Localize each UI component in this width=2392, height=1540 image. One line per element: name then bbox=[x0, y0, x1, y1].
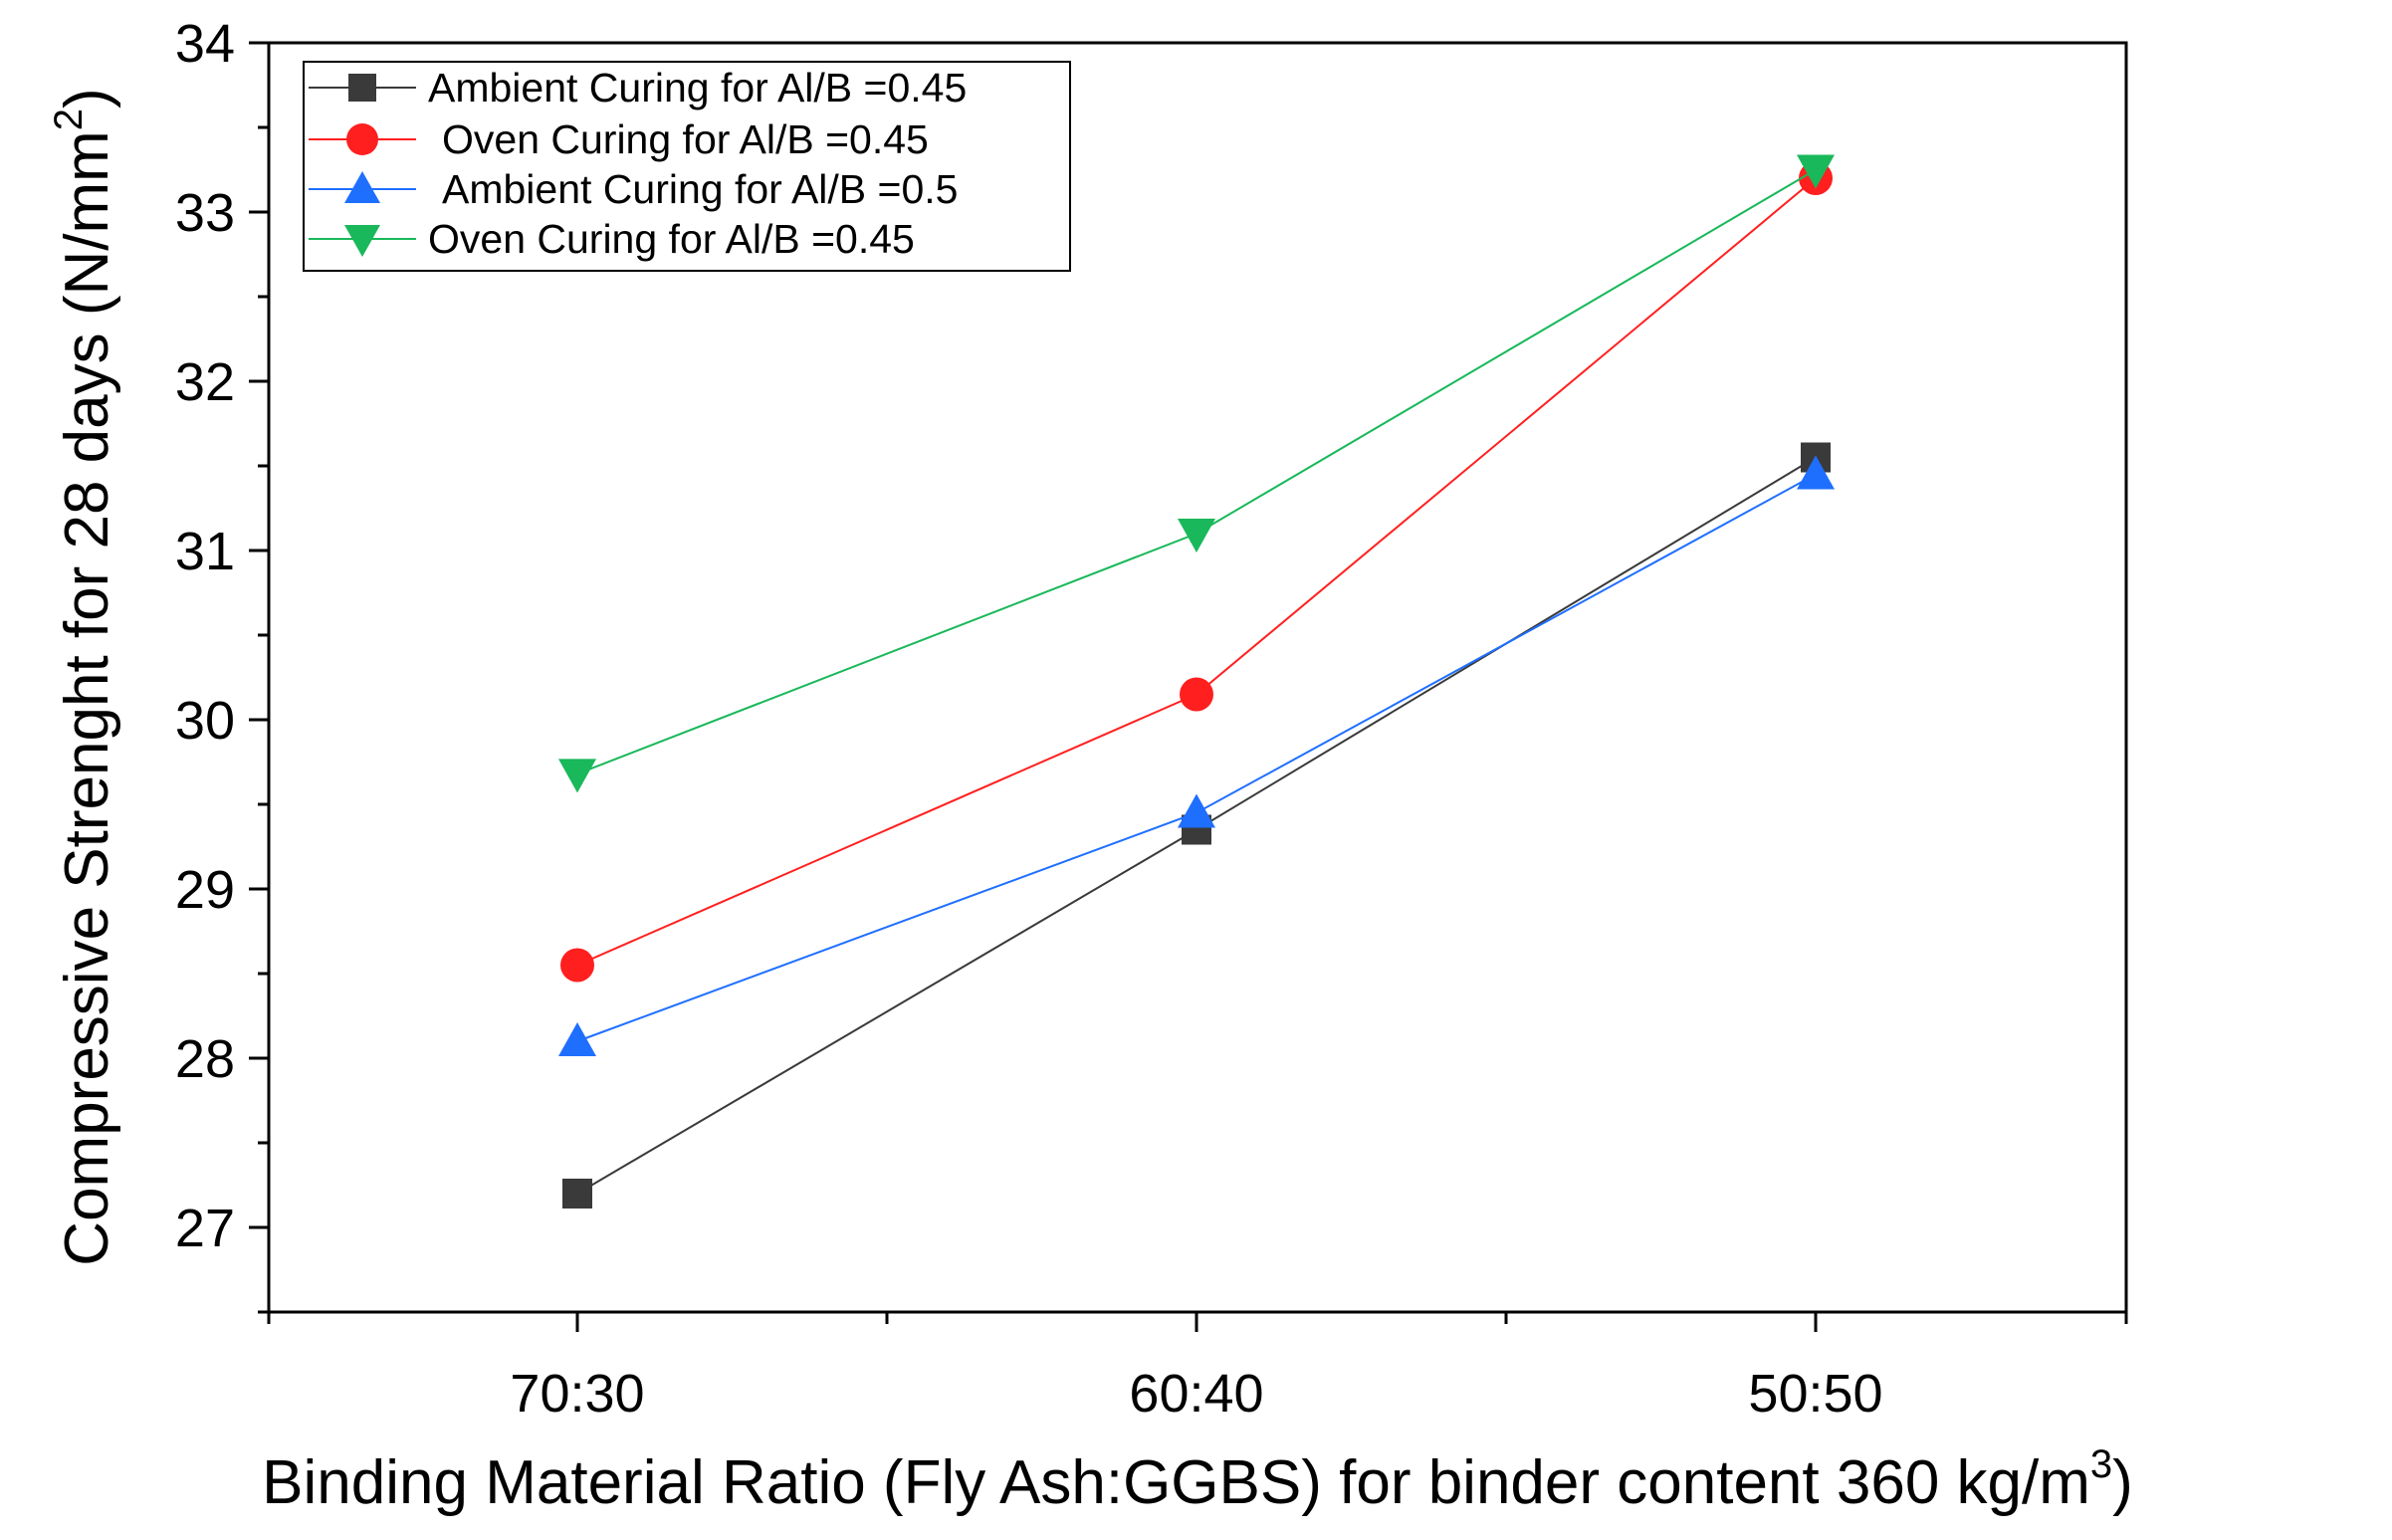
y-tick-label: 33 bbox=[175, 183, 235, 243]
legend-label: Oven Curing for Al/B =0.45 bbox=[442, 116, 929, 162]
legend-label: Oven Curing for Al/B =0.45 bbox=[428, 216, 915, 262]
series-3 bbox=[558, 455, 1835, 1056]
series-4 bbox=[558, 154, 1835, 793]
y-tick-label: 29 bbox=[175, 860, 235, 920]
data-point bbox=[558, 759, 596, 793]
y-tick-label: 31 bbox=[175, 522, 235, 581]
data-point bbox=[1178, 793, 1215, 828]
y-tick-label: 27 bbox=[175, 1199, 235, 1258]
legend-marker bbox=[344, 225, 380, 257]
x-tick-label: 50:50 bbox=[1748, 1364, 1882, 1424]
data-point bbox=[1178, 519, 1215, 552]
legend-label: Ambient Curing for Al/B =0.45 bbox=[428, 65, 967, 110]
legend-marker bbox=[344, 171, 380, 203]
legend-item: Oven Curing for Al/B =0.45 bbox=[309, 216, 915, 262]
data-point bbox=[560, 948, 594, 983]
legend: Ambient Curing for Al/B =0.45 Oven Curing… bbox=[303, 61, 1071, 272]
legend-marker bbox=[346, 123, 378, 155]
y-tick-label: 34 bbox=[175, 14, 235, 74]
legend-label: Ambient Curing for Al/B =0.5 bbox=[442, 166, 958, 212]
legend-item: Ambient Curing for Al/B =0.45 bbox=[309, 65, 967, 110]
series-group bbox=[558, 154, 1835, 1209]
y-tick-label: 32 bbox=[175, 352, 235, 412]
data-point bbox=[1180, 677, 1213, 712]
data-point bbox=[1797, 455, 1835, 490]
x-axis-title: Binding Material Ratio (Fly Ash:GGBS) fo… bbox=[262, 1442, 2133, 1517]
x-tick-label: 60:40 bbox=[1129, 1364, 1263, 1424]
legend-item: Ambient Curing for Al/B =0.5 bbox=[309, 166, 958, 212]
x-tick-label: 70:30 bbox=[510, 1364, 644, 1424]
legend-box bbox=[303, 61, 1071, 272]
legend-item: Oven Curing for Al/B =0.45 bbox=[309, 116, 929, 162]
y-tick-label: 30 bbox=[175, 691, 235, 751]
data-point bbox=[558, 1022, 596, 1056]
y-axis: 27 28 29 30 31 32 33 34 bbox=[175, 14, 271, 1314]
data-point bbox=[1797, 154, 1835, 189]
legend-marker bbox=[348, 74, 376, 102]
y-tick-label: 28 bbox=[175, 1029, 235, 1089]
data-point bbox=[562, 1179, 592, 1209]
x-axis: 70:30 60:40 50:50 bbox=[267, 1310, 2128, 1424]
y-axis-title: Compressive Strenght for 28 days (N/mm2) bbox=[47, 88, 121, 1265]
